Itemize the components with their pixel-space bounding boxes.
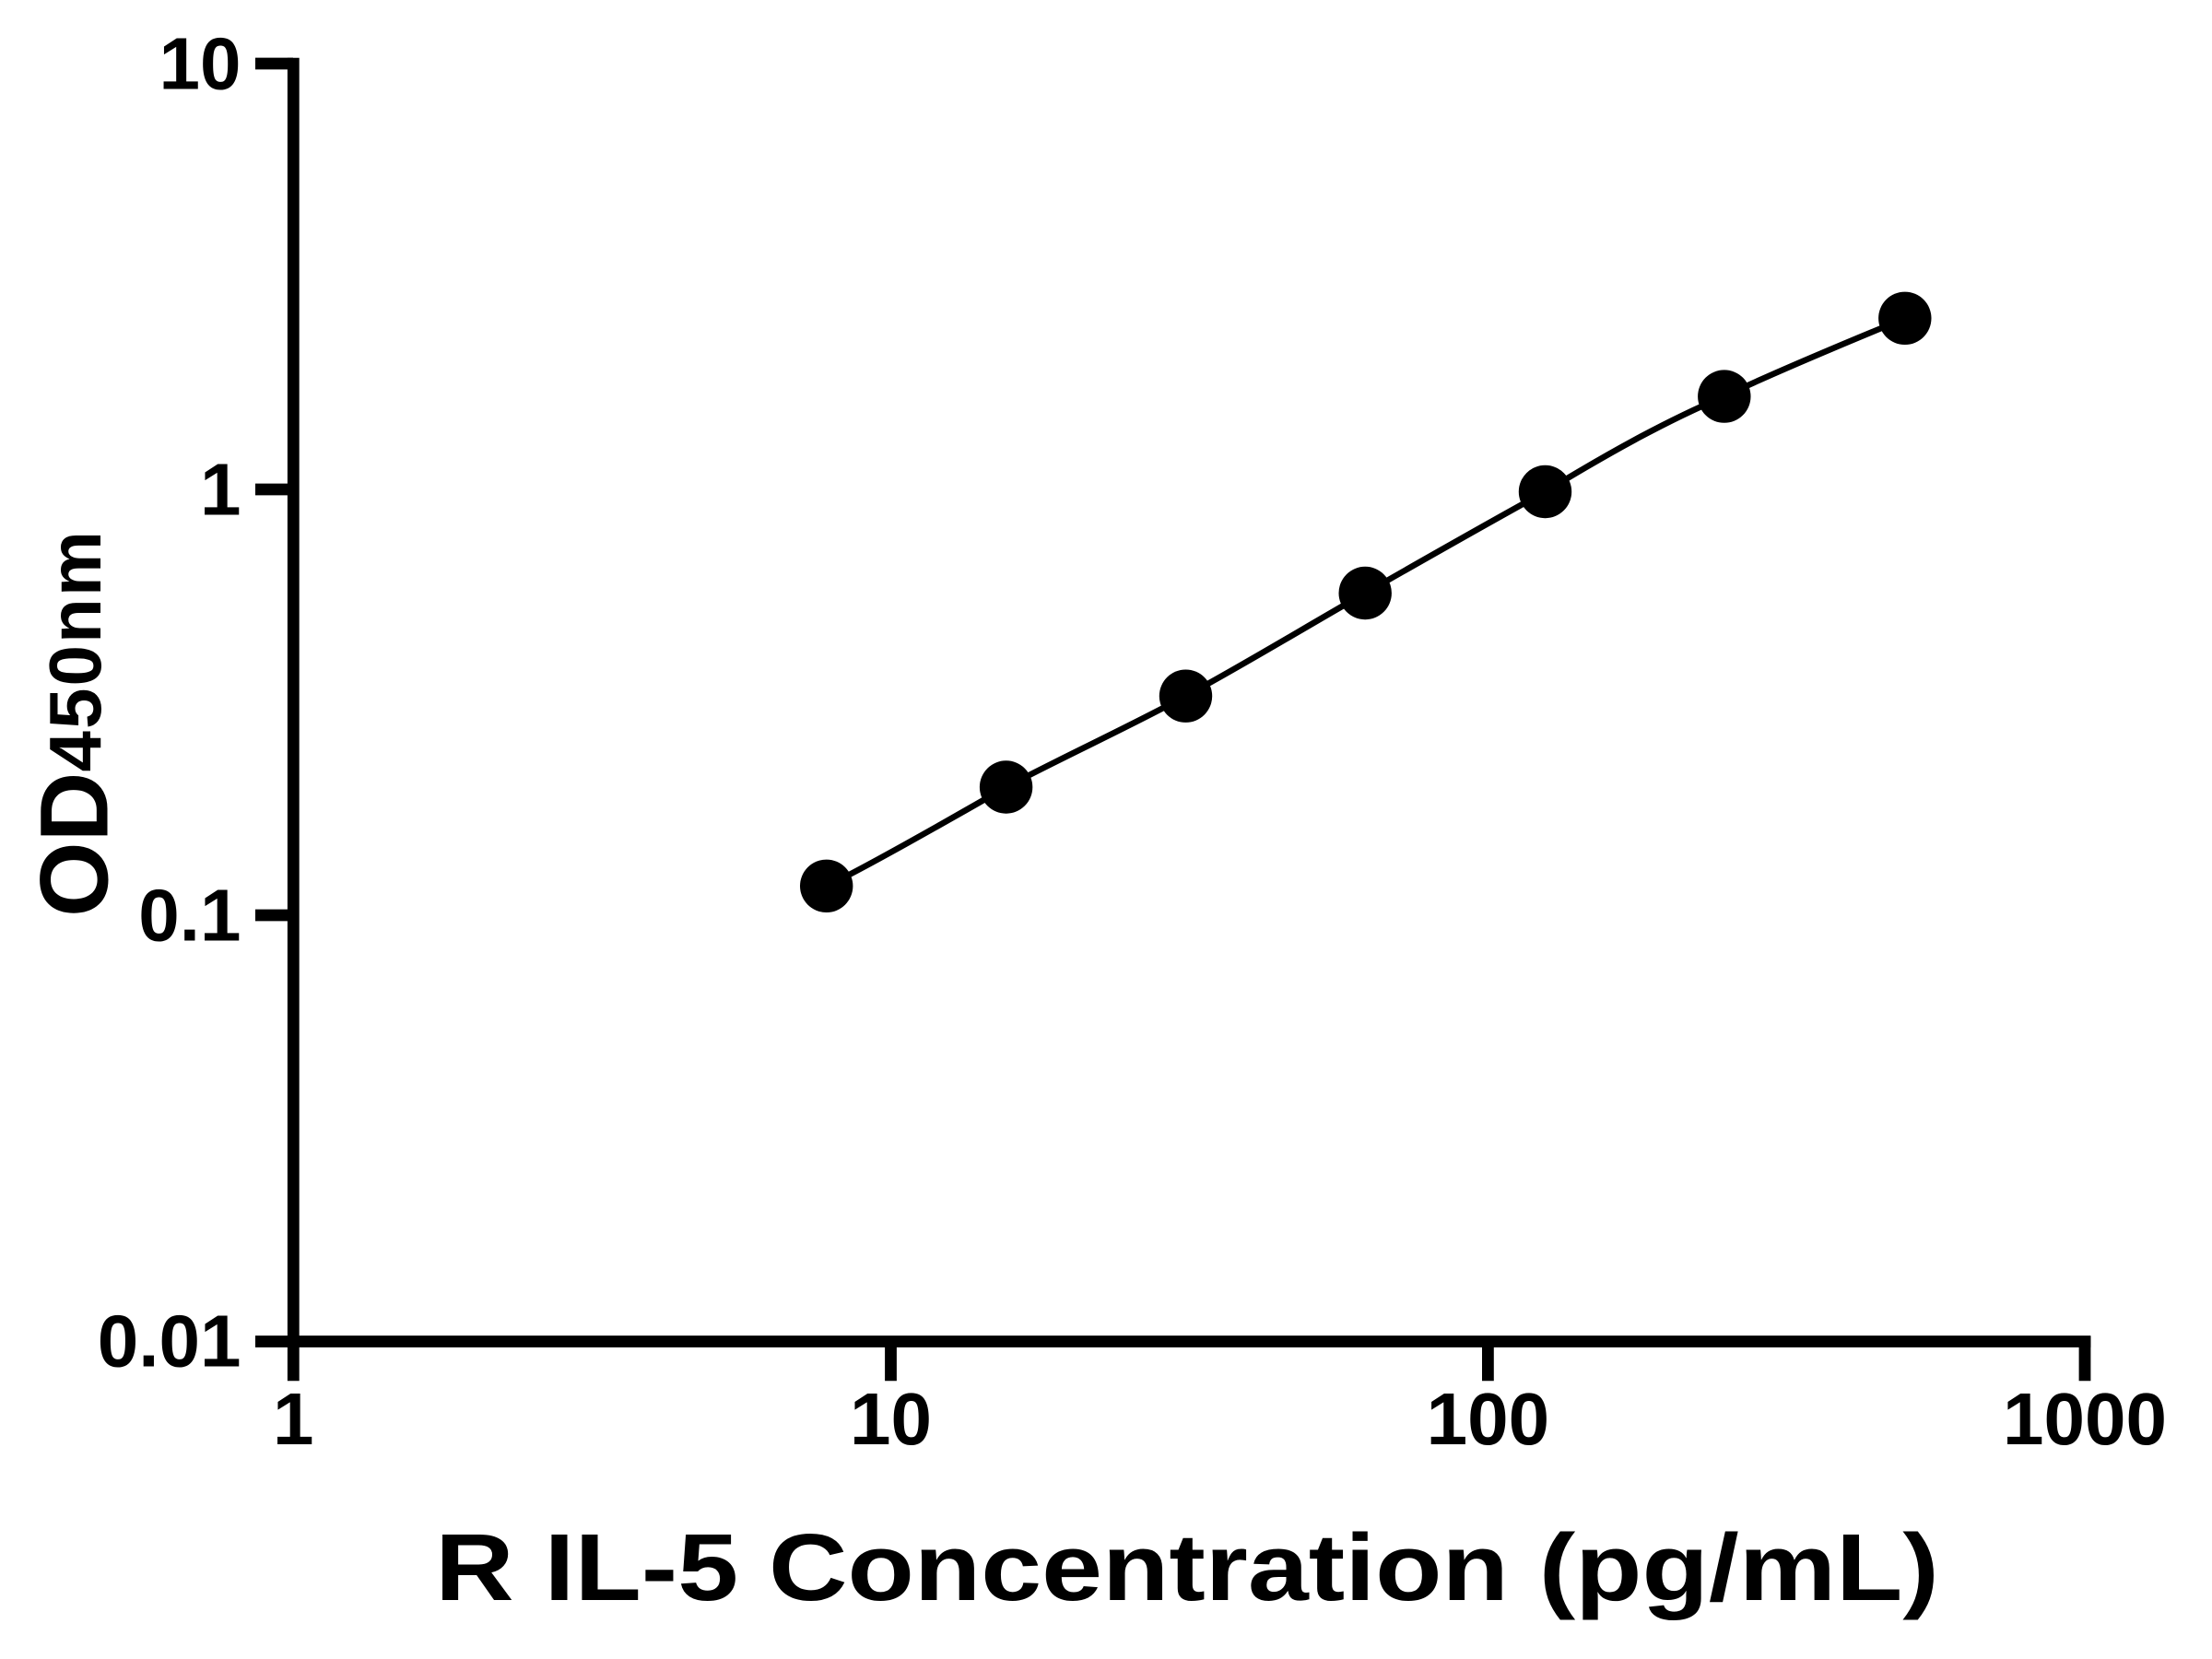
svg-text:10: 10 <box>850 1378 932 1460</box>
svg-text:100: 100 <box>1427 1378 1549 1460</box>
svg-text:0.1: 0.1 <box>138 875 241 957</box>
svg-text:1: 1 <box>273 1378 314 1460</box>
svg-text:1000: 1000 <box>2003 1378 2167 1460</box>
svg-text:0.01: 0.01 <box>98 1300 241 1382</box>
svg-text:1: 1 <box>200 449 241 531</box>
svg-text:OD450nm: OD450nm <box>21 529 129 917</box>
svg-text:10: 10 <box>159 23 241 105</box>
svg-text:R IL-5 Concentration (pg/mL): R IL-5 Concentration (pg/mL) <box>435 1514 1939 1620</box>
